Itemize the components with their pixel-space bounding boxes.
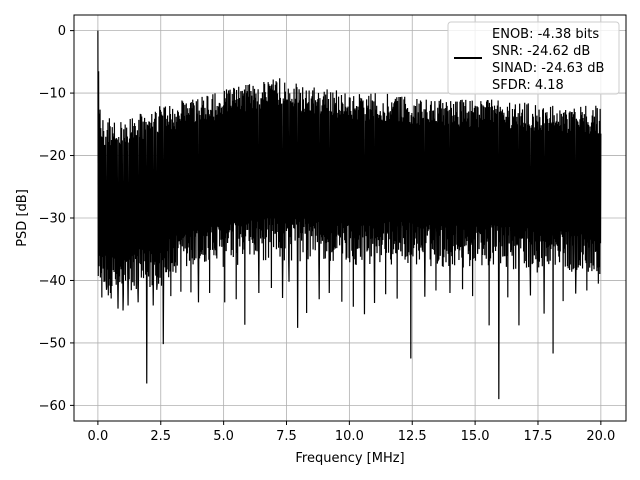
x-tick-label: 5.0 bbox=[213, 429, 234, 444]
y-tick-label: −10 bbox=[39, 87, 66, 102]
legend-sfdr: SFDR: 4.18 bbox=[492, 78, 564, 93]
x-tick-label: 2.5 bbox=[150, 429, 171, 444]
legend-enob: ENOB: -4.38 bits bbox=[492, 27, 599, 42]
x-tick-label: 20.0 bbox=[586, 429, 615, 444]
y-tick-label: −50 bbox=[39, 336, 66, 351]
y-tick-label: −20 bbox=[39, 149, 66, 164]
x-tick-label: 17.5 bbox=[524, 429, 553, 444]
y-tick-label: −30 bbox=[39, 212, 66, 227]
x-tick-label: 15.0 bbox=[461, 429, 490, 444]
x-tick-label: 0.0 bbox=[88, 429, 109, 444]
y-tick-label: 0 bbox=[58, 24, 66, 39]
x-axis-label: Frequency [MHz] bbox=[295, 451, 404, 466]
y-ticks: 0 −10 −20 −30 −40 −50 −60 bbox=[39, 24, 74, 414]
legend-snr: SNR: -24.62 dB bbox=[492, 44, 590, 59]
psd-line bbox=[97, 30, 602, 400]
x-tick-label: 12.5 bbox=[398, 429, 427, 444]
x-tick-label: 7.5 bbox=[276, 429, 297, 444]
y-tick-label: −40 bbox=[39, 274, 66, 289]
legend: ENOB: -4.38 bits SNR: -24.62 dB SINAD: -… bbox=[447, 21, 620, 95]
x-ticks: 0.0 2.5 5.0 7.5 10.0 12.5 15.0 17.5 20.0 bbox=[88, 421, 615, 444]
psd-series bbox=[97, 30, 602, 400]
x-tick-label: 10.0 bbox=[335, 429, 364, 444]
y-axis-label: PSD [dB] bbox=[15, 189, 30, 247]
y-tick-label: −60 bbox=[39, 399, 66, 414]
legend-sinad: SINAD: -24.63 dB bbox=[492, 61, 604, 76]
legend-box bbox=[447, 21, 620, 95]
